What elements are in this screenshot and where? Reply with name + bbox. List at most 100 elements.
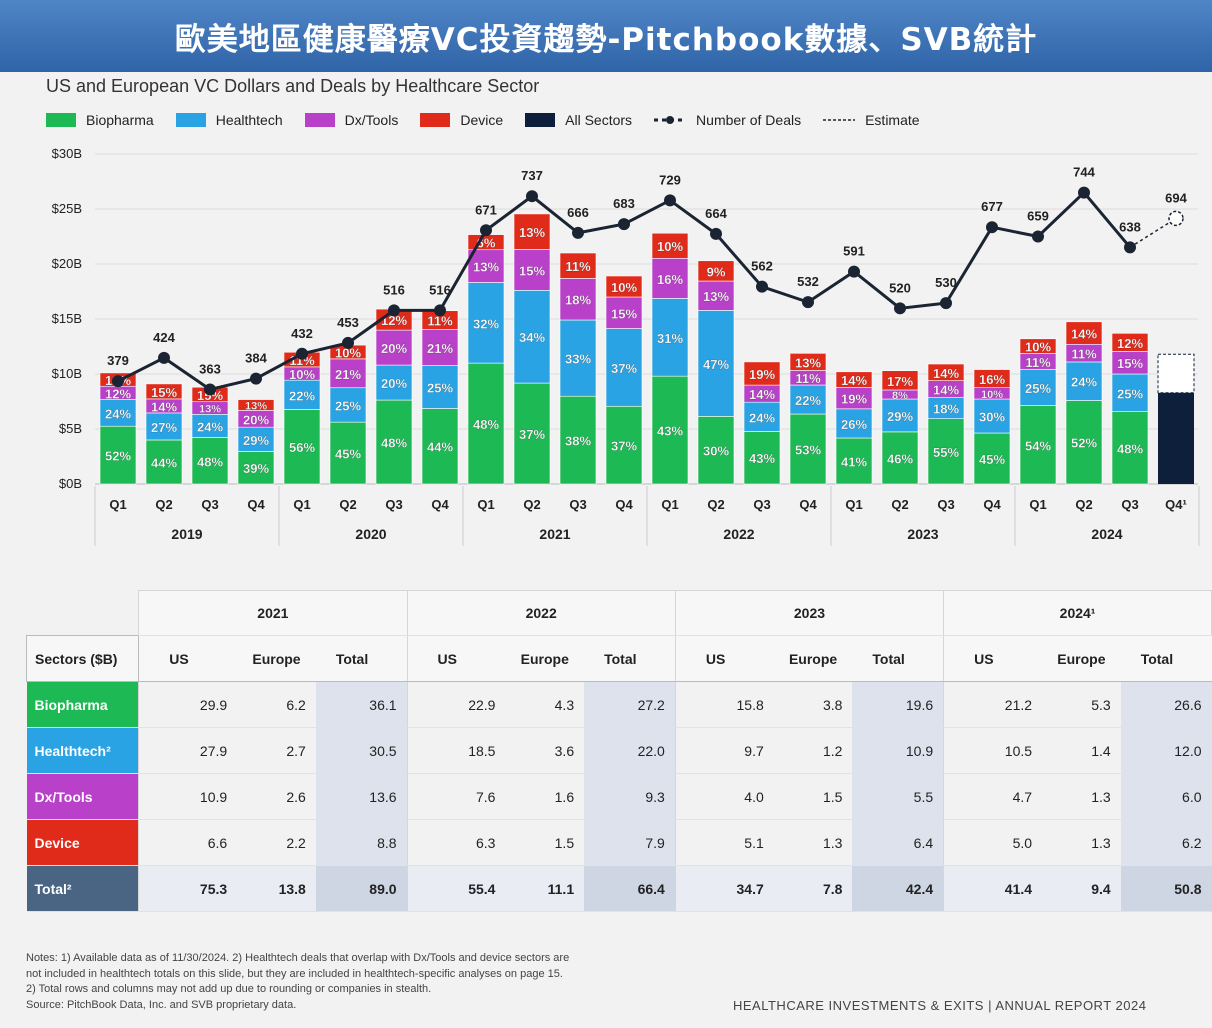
bar-all-sectors xyxy=(1158,392,1194,484)
data-label: 13% xyxy=(795,355,821,370)
deal-point xyxy=(388,304,400,317)
table-cell: 2.7 xyxy=(237,727,316,774)
bar-segment-device xyxy=(605,275,643,298)
data-label: 21% xyxy=(335,367,361,382)
table-cell: 9.3 xyxy=(584,773,676,820)
data-label: 8% xyxy=(892,390,908,402)
data-label: 10% xyxy=(611,280,637,295)
legend-number-of-deals: Number of Deals xyxy=(654,112,801,128)
data-label: 25% xyxy=(335,398,361,413)
bar-segment-healthtech xyxy=(145,412,183,441)
table-cell: 22.0 xyxy=(584,727,676,774)
data-label: 29% xyxy=(887,409,913,424)
data-label: 21% xyxy=(427,341,453,356)
bar-segment-device xyxy=(743,361,781,386)
footer: HEALTHCARE INVESTMENTS & EXITS | ANNUAL … xyxy=(733,998,1147,1013)
deal-label: 453 xyxy=(337,315,359,330)
data-label: 22% xyxy=(289,388,315,403)
table-cell: 5.3 xyxy=(1042,681,1121,728)
year-label: 2021 xyxy=(539,526,570,542)
data-label: 16% xyxy=(979,372,1005,387)
data-label: 10% xyxy=(1025,340,1051,355)
bar-segment-dxtools xyxy=(559,278,597,321)
table-cell: 75.3 xyxy=(138,865,238,912)
data-label: 48% xyxy=(381,436,407,451)
table-cell: 1.3 xyxy=(1042,773,1121,820)
data-label: 10% xyxy=(335,346,361,361)
bar-segment-dxtools xyxy=(375,329,413,366)
table-cell: 7.8 xyxy=(773,865,853,912)
bar-segment-healthtech xyxy=(1111,373,1149,412)
table-cell: 27.2 xyxy=(584,681,676,728)
x-tick-label: Q4 xyxy=(431,497,449,512)
sector-label: Total² xyxy=(26,865,139,912)
bar-segment-biopharma xyxy=(1065,400,1103,485)
deal-point xyxy=(296,347,308,360)
bar-segment-biopharma xyxy=(237,451,275,485)
deal-point xyxy=(204,383,216,396)
data-label: 20% xyxy=(243,412,269,427)
data-label: 12% xyxy=(105,386,131,401)
bar-segment-biopharma xyxy=(789,413,827,485)
x-tick-label: Q1 xyxy=(845,497,862,512)
data-label: 22% xyxy=(795,393,821,408)
deal-label: 744 xyxy=(1073,165,1095,180)
deal-point xyxy=(756,280,768,293)
deal-point xyxy=(572,226,584,239)
data-label: 11% xyxy=(565,259,591,274)
bar-segment-device xyxy=(973,369,1011,388)
data-label: 38% xyxy=(565,434,591,449)
data-label: 15% xyxy=(519,263,545,278)
data-label: 12% xyxy=(1117,336,1143,351)
bar-segment-biopharma xyxy=(1111,411,1149,485)
deal-label: 520 xyxy=(889,280,911,295)
table-cell: 50.8 xyxy=(1120,865,1212,912)
x-tick-label: Q2 xyxy=(707,497,724,512)
bar-segment-biopharma xyxy=(513,382,551,485)
deal-label: 737 xyxy=(521,168,543,183)
x-tick-label: Q3 xyxy=(569,497,586,512)
deal-label: 562 xyxy=(751,259,773,274)
table-year-2023: 2023 xyxy=(674,590,944,636)
deal-label: 591 xyxy=(843,244,865,259)
data-label: 13% xyxy=(473,260,499,275)
data-label: 45% xyxy=(335,447,361,462)
data-label: 31% xyxy=(657,331,683,346)
data-label: 9% xyxy=(707,264,726,279)
data-label: 24% xyxy=(197,419,223,434)
table-cell: 2.2 xyxy=(237,819,316,866)
table-cell: 89.0 xyxy=(315,865,408,912)
deal-point xyxy=(526,190,538,203)
data-label: 24% xyxy=(749,410,775,425)
x-tick-label: Q1 xyxy=(661,497,678,512)
data-label: 17% xyxy=(887,374,913,389)
table-cell: 21.2 xyxy=(943,681,1043,728)
bar-segment-device xyxy=(1111,332,1149,352)
bar-segment-biopharma xyxy=(881,431,919,485)
deal-label: 363 xyxy=(199,361,221,376)
deal-label: 638 xyxy=(1119,219,1141,234)
deal-point xyxy=(250,372,262,385)
x-tick-label: Q2 xyxy=(155,497,172,512)
bar-segment-dxtools xyxy=(329,358,367,389)
table-cell: 22.9 xyxy=(406,681,506,728)
data-label: 14% xyxy=(933,366,959,381)
legend-biopharma: Biopharma xyxy=(46,112,154,128)
data-label: 56% xyxy=(289,440,315,455)
table-cell: 12.0 xyxy=(1120,727,1212,774)
x-tick-label: Q3 xyxy=(937,497,954,512)
data-label: 15% xyxy=(1117,356,1143,371)
data-label: 48% xyxy=(197,454,223,469)
table-subheader-europe: Europe xyxy=(237,635,316,682)
bar-segment-dxtools xyxy=(513,249,551,291)
table-cell: 34.7 xyxy=(674,865,774,912)
table-cell: 11.1 xyxy=(505,865,585,912)
y-tick-label: $30B xyxy=(52,146,82,161)
data-label: 14% xyxy=(749,387,775,402)
data-label: 19% xyxy=(749,367,775,382)
x-tick-label: Q2 xyxy=(339,497,356,512)
data-label: 11% xyxy=(1071,347,1097,362)
data-label: 44% xyxy=(151,455,177,470)
bar-segment-biopharma xyxy=(743,431,781,485)
table-cell: 6.0 xyxy=(1120,773,1212,820)
